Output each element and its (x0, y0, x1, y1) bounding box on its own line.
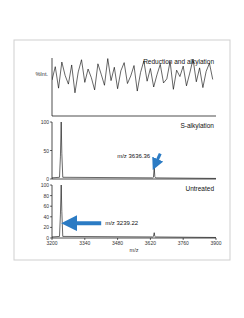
y-tick (50, 206, 52, 207)
y-tick (50, 122, 52, 123)
x-tick-label: 3760 (178, 240, 189, 246)
x-tick-label: 3340 (79, 240, 90, 246)
y-tick-label: 100 (41, 119, 50, 125)
panel-title: Untreated (185, 185, 214, 192)
y-tick-label: 60 (43, 203, 49, 209)
y-tick-label: 20 (43, 224, 49, 230)
y-axis (52, 58, 53, 116)
panel: 050100S-alkylationm/z 3636.36 (41, 119, 216, 182)
y-tick (50, 216, 52, 217)
y-tick (50, 195, 52, 196)
annotation-arrow (69, 221, 101, 225)
panel-title: Reduction and alkylation (143, 58, 214, 66)
y-axis-label: %Int. (35, 71, 48, 77)
figure: Reduction and alkylation%Int.050100S-alk… (0, 0, 244, 318)
panel-title: S-alkylation (180, 122, 214, 130)
spectrum-line (52, 185, 216, 237)
x-axis (52, 179, 216, 180)
annotation-label: m/z 3636.36 (117, 153, 151, 159)
y-tick-label: 100 (41, 182, 50, 188)
panel: 020406080100320033403480362037603900Untr… (41, 182, 222, 253)
y-tick (50, 227, 52, 228)
x-tick-label: 3200 (46, 240, 57, 246)
series-group (52, 122, 216, 178)
y-tick-label: 40 (43, 214, 49, 220)
frame (14, 40, 230, 260)
x-axis (52, 116, 216, 117)
y-tick-label: 80 (43, 193, 49, 199)
annotation-label: m/z 3239.22 (105, 220, 139, 226)
panel: Reduction and alkylation %Int. (35, 58, 216, 116)
x-axis-label: m/z (130, 247, 139, 253)
y-tick (50, 179, 52, 180)
spectrum-line (52, 122, 216, 178)
y-tick-label: 50 (43, 148, 49, 154)
x-axis (52, 238, 216, 239)
y-tick (50, 150, 52, 151)
series-group (52, 185, 216, 237)
y-axis (52, 185, 53, 238)
x-tick-label: 3620 (145, 240, 156, 246)
x-tick-label: 3900 (210, 240, 221, 246)
annotation-arrow (155, 154, 160, 165)
y-tick (50, 185, 52, 186)
x-tick-label: 3480 (112, 240, 123, 246)
